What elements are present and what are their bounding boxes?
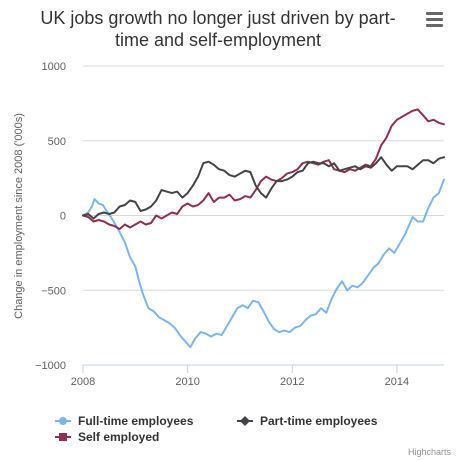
hamburger-menu-icon[interactable] [426, 12, 443, 27]
y-tick-label: 1000 [42, 61, 66, 73]
legend-item-full-time[interactable]: Full-time employees [55, 414, 194, 428]
x-tick-label: 2008 [71, 376, 95, 388]
legend-label-self-employed: Self employed [78, 430, 159, 444]
series-line-self-employed[interactable] [82, 108, 445, 230]
chart-title: UK jobs growth no longer just driven by … [40, 8, 395, 50]
legend: Full-time employees Part-time employees … [55, 414, 378, 444]
chart-title-line-2: time and self-employment [115, 30, 321, 50]
series-line-part-time-employees[interactable] [82, 156, 445, 220]
y-tick-label: 0 [60, 211, 66, 223]
y-gridlines [83, 65, 444, 366]
plot-area [82, 108, 445, 349]
y-axis-tick-labels: 1000 500 0 −500 −1000 [35, 61, 66, 372]
y-tick-label: −1000 [35, 360, 66, 372]
legend-item-part-time[interactable]: Part-time employees [237, 414, 378, 428]
x-tick-label: 2012 [280, 376, 304, 388]
credits-link[interactable]: Highcharts [408, 447, 452, 457]
x-tick-label: 2010 [175, 376, 199, 388]
y-tick-label: 500 [48, 136, 66, 148]
legend-item-self-employed[interactable]: Self employed [55, 430, 159, 444]
chart-title-line-1: UK jobs growth no longer just driven by … [40, 8, 395, 28]
legend-marker-self-employed [59, 433, 67, 441]
legend-label-full-time: Full-time employees [78, 414, 194, 428]
y-tick-label: −500 [41, 285, 66, 297]
legend-label-part-time: Part-time employees [260, 414, 378, 428]
series-line-full-time-employees[interactable] [82, 178, 445, 349]
y-axis-label: Change in employment since 2008 ('000s) [13, 113, 25, 319]
legend-marker-full-time [59, 417, 67, 425]
legend-marker-part-time [240, 416, 250, 426]
x-tick-label: 2014 [385, 376, 409, 388]
menu-button[interactable] [424, 10, 446, 30]
x-axis [82, 364, 444, 373]
x-axis-tick-labels: 2008 2010 2012 2014 [71, 376, 409, 388]
